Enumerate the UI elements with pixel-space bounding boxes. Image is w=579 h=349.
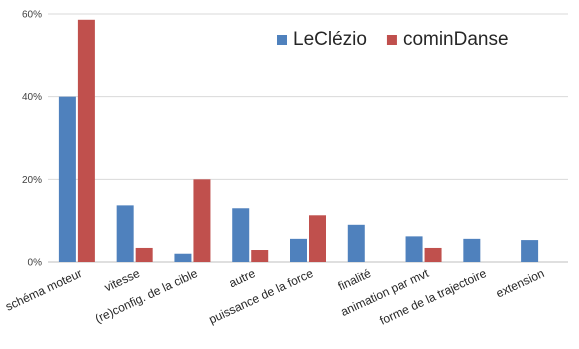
bar-comindanse bbox=[193, 179, 211, 262]
y-tick-label: 0% bbox=[28, 258, 43, 269]
x-category-label: extension bbox=[494, 266, 546, 300]
y-axis-ticks: 0% 20% 40% 60% bbox=[22, 10, 42, 269]
legend-label: LeClézio bbox=[293, 29, 367, 50]
bar-comindanse bbox=[424, 247, 442, 262]
y-tick-label: 40% bbox=[22, 92, 42, 103]
x-category-label: vitesse bbox=[102, 266, 142, 295]
bar-lecl-zio bbox=[232, 208, 250, 262]
bar-comindanse bbox=[135, 247, 153, 262]
legend-swatch bbox=[277, 35, 287, 45]
y-tick-label: 60% bbox=[22, 10, 42, 21]
bar-lecl-zio bbox=[463, 238, 481, 262]
legend: LeClézio cominDanse bbox=[277, 29, 509, 50]
x-category-label: autre bbox=[227, 266, 258, 290]
bar-comindanse bbox=[77, 19, 95, 262]
x-axis-labels: schéma moteur vitesse(re)config. de la ci… bbox=[3, 266, 546, 328]
bar-comindanse bbox=[309, 215, 326, 262]
bar-lecl-zio bbox=[58, 96, 76, 263]
bar-lecl-zio bbox=[116, 205, 134, 262]
bar-lecl-zio bbox=[174, 253, 192, 262]
y-tick-label: 20% bbox=[22, 175, 42, 186]
legend-swatch bbox=[386, 35, 397, 45]
bar-comindanse bbox=[251, 250, 269, 262]
bar-layer bbox=[58, 19, 539, 263]
x-category-label: finalité bbox=[336, 266, 374, 293]
bar-lecl-zio bbox=[521, 240, 539, 262]
x-category-label: (re)config. de la cible bbox=[93, 266, 200, 326]
x-category-label: schéma moteur bbox=[3, 266, 84, 314]
legend-label: cominDanse bbox=[403, 29, 509, 50]
x-category-label: forme de la trajectoire bbox=[377, 266, 488, 328]
bar-lecl-zio bbox=[405, 236, 423, 262]
bar-lecl-zio bbox=[347, 224, 365, 262]
x-category-label: puissance de la force bbox=[207, 266, 316, 327]
grid-layer bbox=[48, 13, 568, 263]
bar-lecl-zio bbox=[290, 238, 307, 262]
